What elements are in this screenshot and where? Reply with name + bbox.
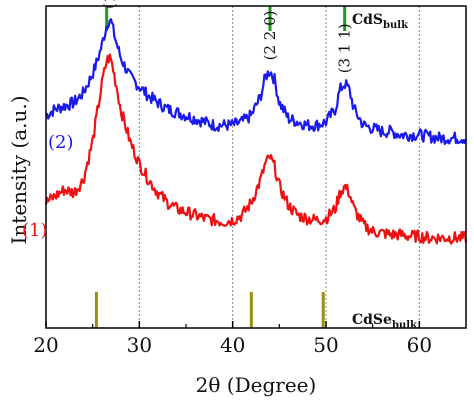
y-axis-title: Intensity (a.u.) <box>7 95 31 244</box>
x-ticks: 20 30 40 50 60 <box>33 321 432 357</box>
x-tick-label: 40 <box>220 333 245 357</box>
plot-frame <box>45 5 467 329</box>
reference-markers <box>94 6 347 328</box>
series-1-label: (1) <box>22 220 48 241</box>
x-tick-label: 50 <box>313 333 338 357</box>
peak-label: (3 1 1) <box>336 23 354 73</box>
x-axis-title: 2θ (Degree) <box>196 373 317 397</box>
series-2-line <box>45 18 468 146</box>
peak-label: (1 1 1) <box>100 0 118 9</box>
peak-label: (2 2 0) <box>261 11 279 61</box>
peak-labels: (1 1 1) (2 2 0) (3 1 1) <box>100 0 353 73</box>
series-2-label: (2) <box>48 132 74 153</box>
ref-top-label: CdSbulk <box>352 12 409 31</box>
ref-bottom-label: CdSebulk <box>352 312 418 331</box>
x-tick-label: 60 <box>407 333 432 357</box>
series-1-line <box>44 53 468 245</box>
grid-lines <box>138 6 420 328</box>
x-tick-label: 20 <box>33 333 58 357</box>
x-tick-label: 30 <box>127 333 152 357</box>
curves <box>44 18 468 245</box>
